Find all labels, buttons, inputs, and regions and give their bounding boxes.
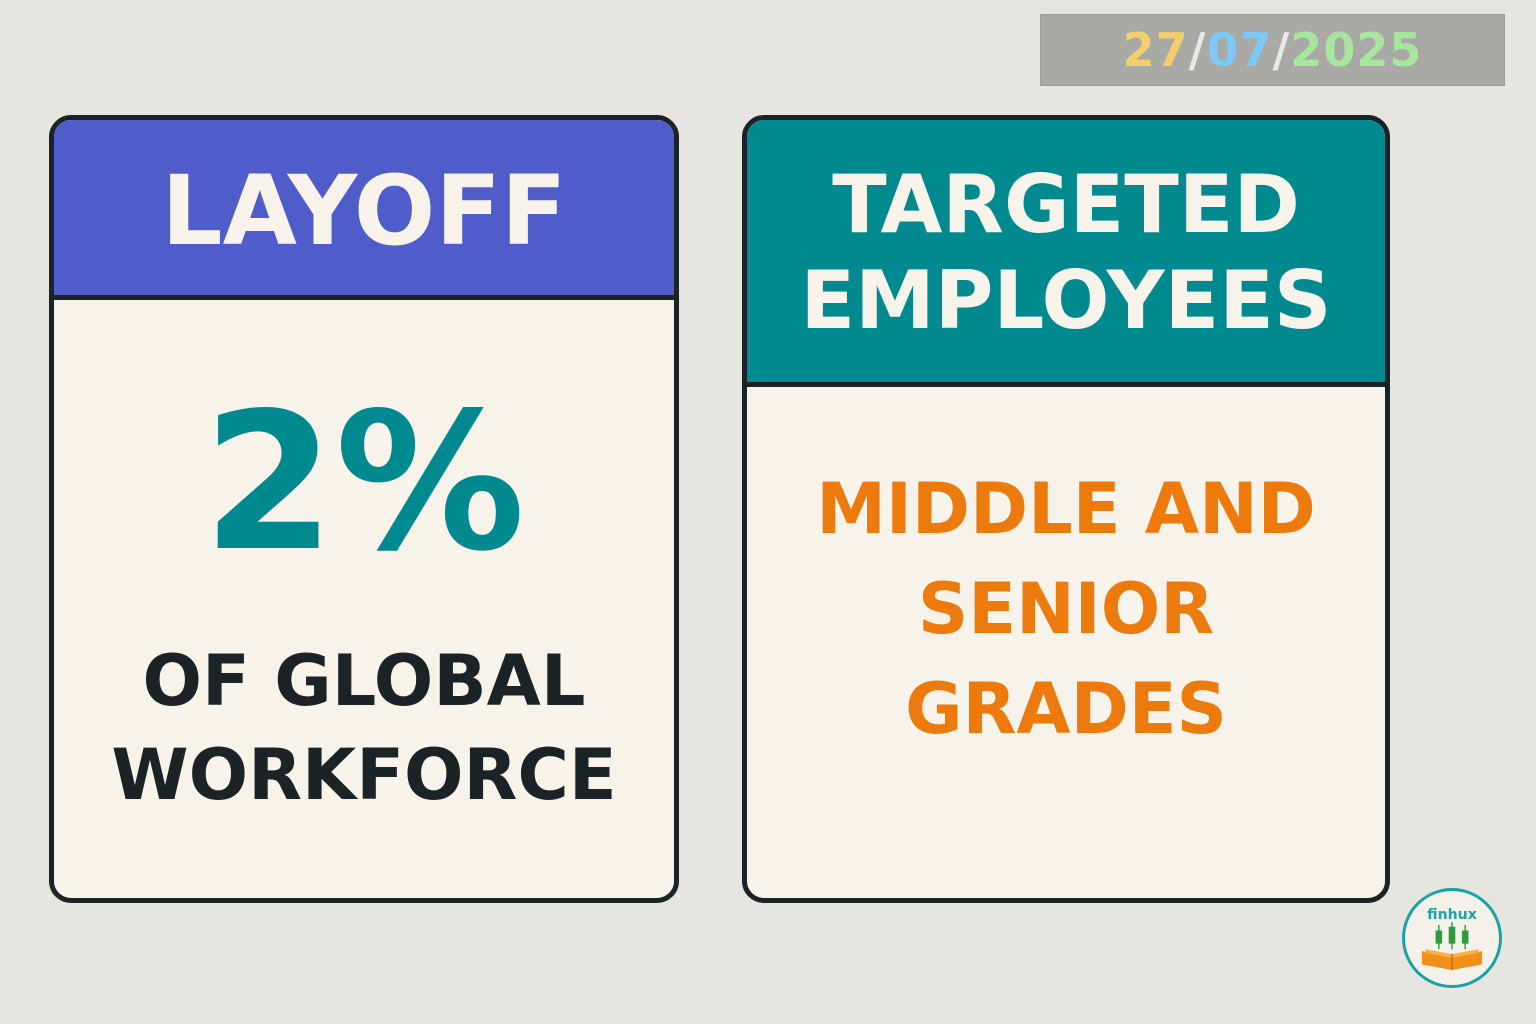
layoff-card: LAYOFF 2% OF GLOBAL WORKFORCE: [49, 115, 679, 903]
date-day: 27: [1122, 23, 1189, 77]
targeted-detail-line-2: SENIOR: [917, 568, 1215, 650]
layoff-subtitle-line-2: WORKFORCE: [111, 734, 617, 816]
targeted-grades: MIDDLE AND SENIOR GRADES: [747, 459, 1385, 759]
layoff-card-header: LAYOFF: [54, 120, 674, 300]
layoff-title: LAYOFF: [161, 154, 567, 267]
candlestick-book-icon: finhux: [1421, 907, 1483, 970]
date-separator-1: /: [1188, 23, 1207, 77]
date-year: 2025: [1290, 23, 1423, 77]
targeted-employees-card: TARGETED EMPLOYEES MIDDLE AND SENIOR GRA…: [742, 115, 1390, 903]
layoff-subtitle-line-1: OF GLOBAL: [142, 640, 586, 722]
layoff-subtitle: OF GLOBAL WORKFORCE: [54, 634, 674, 822]
logo-text: finhux: [1427, 907, 1477, 923]
targeted-detail-line-1: MIDDLE AND: [816, 468, 1316, 550]
targeted-title-line-2: EMPLOYEES: [800, 254, 1332, 347]
targeted-card-header: TARGETED EMPLOYEES: [747, 120, 1385, 387]
date-separator-2: /: [1272, 23, 1291, 77]
targeted-detail-line-3: GRADES: [905, 668, 1227, 750]
layoff-percentage: 2%: [202, 372, 526, 593]
targeted-title-line-1: TARGETED: [832, 158, 1300, 251]
finhux-logo: finhux: [1402, 888, 1502, 988]
date-month: 07: [1206, 23, 1273, 77]
date-banner: 27/07/2025: [1040, 14, 1505, 86]
